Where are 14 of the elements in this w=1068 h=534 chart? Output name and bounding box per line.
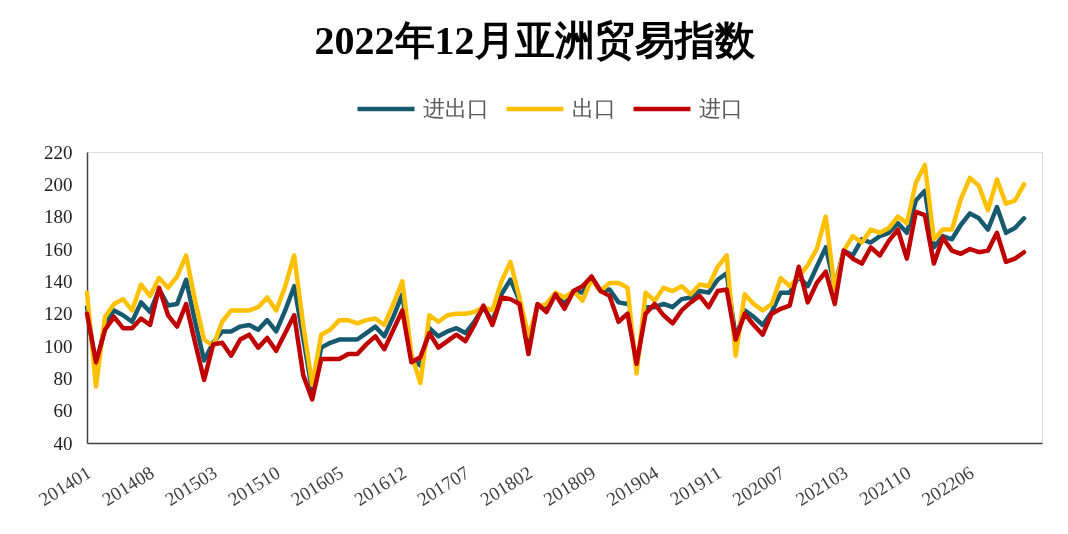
y-tick-label: 40 xyxy=(53,432,73,454)
y-tick-label: 120 xyxy=(44,303,73,325)
y-tick-label: 100 xyxy=(44,335,73,357)
chart-title: 2022年12月亚洲贸易指数 xyxy=(314,18,756,63)
y-tick-label: 60 xyxy=(53,400,73,422)
y-tick-label: 140 xyxy=(44,270,73,292)
y-tick-label: 180 xyxy=(44,206,73,228)
y-tick-label: 220 xyxy=(44,141,73,163)
y-tick-label: 80 xyxy=(53,367,73,389)
y-tick-label: 160 xyxy=(44,238,73,260)
y-tick-label: 200 xyxy=(44,173,73,195)
legend-label: 出口 xyxy=(572,96,616,121)
legend-label: 进出口 xyxy=(423,96,489,121)
legend-label: 进口 xyxy=(699,96,743,121)
